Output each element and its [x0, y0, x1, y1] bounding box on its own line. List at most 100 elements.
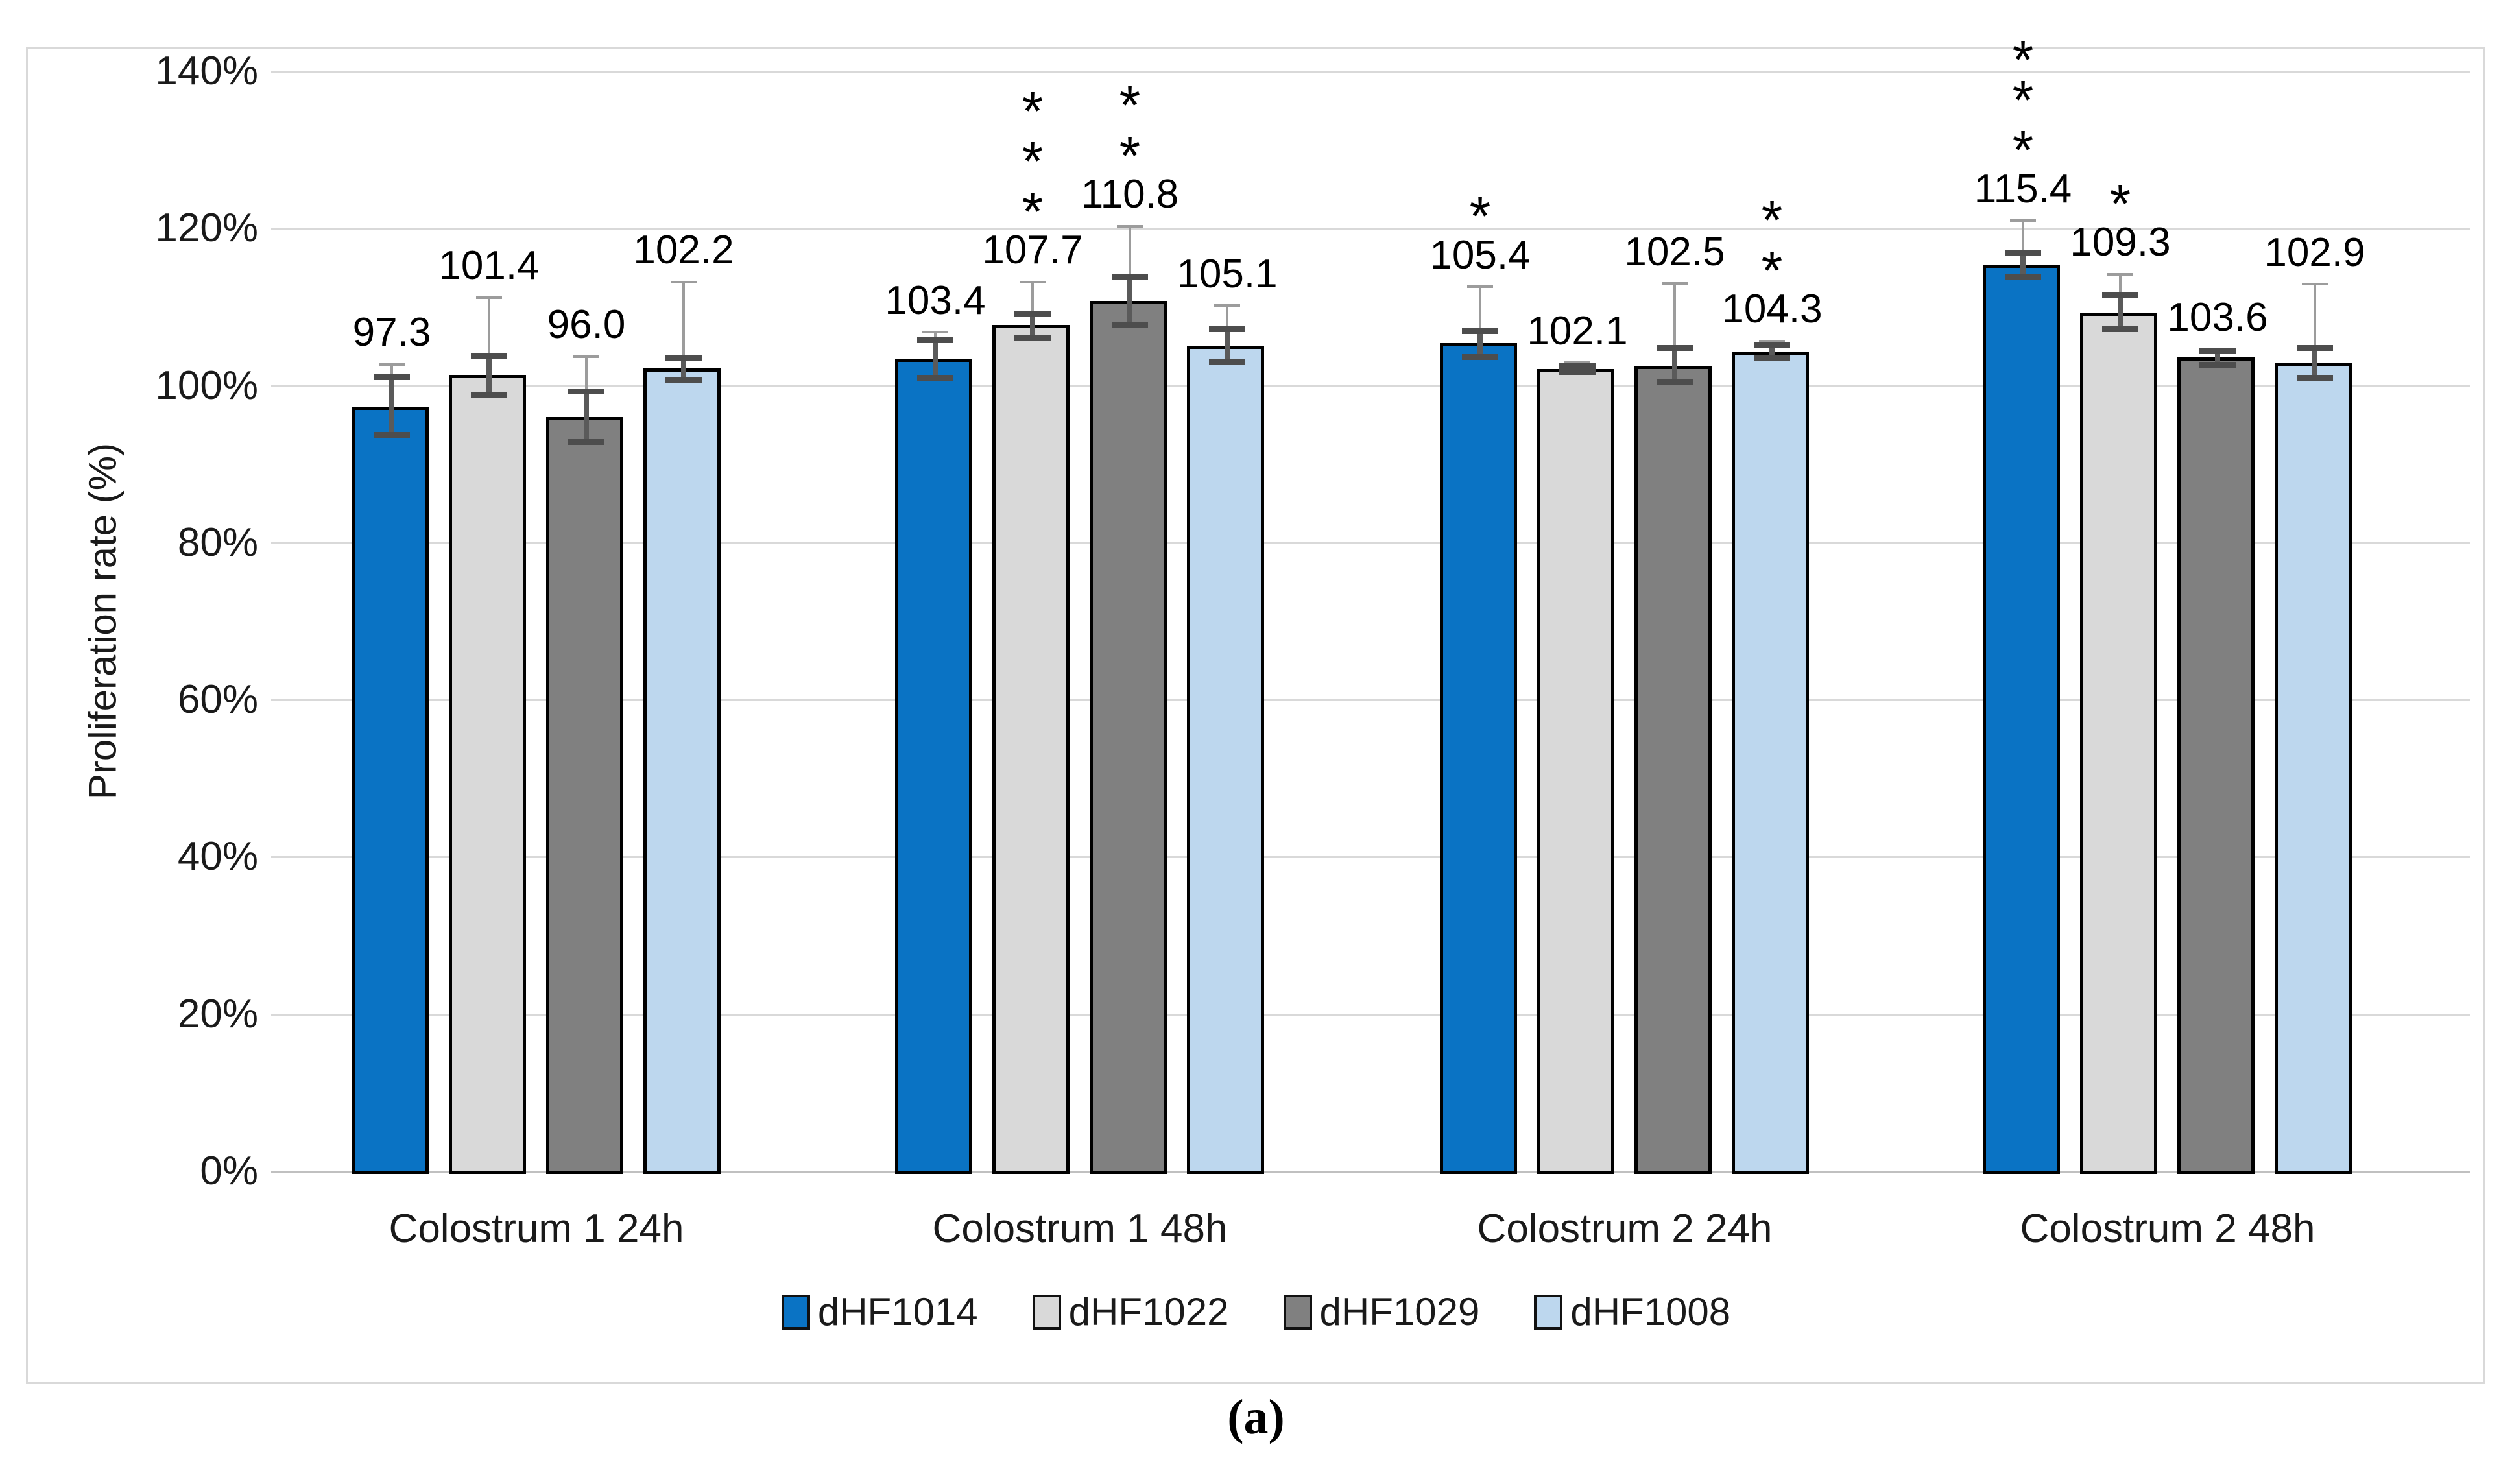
- legend: dHF1014 dHF1022 dHF1029 dHF1008: [0, 1289, 2512, 1334]
- value-label: 102.2: [633, 228, 734, 272]
- value-label: 105.1: [1177, 252, 1278, 296]
- error-whisker-cap: [1467, 285, 1493, 288]
- error-cap-top: [1559, 363, 1596, 369]
- error-cap-top: [2102, 292, 2138, 298]
- legend-swatch-icon: [1283, 1294, 1312, 1330]
- bar-dHF1008-2: [1732, 352, 1809, 1174]
- bar-dHF1022-3: [2080, 313, 2157, 1174]
- significance-star: *: [2109, 173, 2131, 234]
- error-cap-top: [2297, 345, 2333, 351]
- error-cap-top: [471, 353, 507, 359]
- gridline: [271, 71, 2470, 73]
- y-tick-label: 80%: [177, 520, 258, 565]
- error-cap-top: [1209, 326, 1245, 332]
- error-whisker-cap: [573, 355, 599, 358]
- error-cap-bottom: [1559, 369, 1596, 375]
- error-cap-top: [2199, 348, 2236, 354]
- error-cap-top: [1462, 328, 1498, 334]
- error-bar: [2215, 351, 2220, 365]
- y-tick-label: 120%: [155, 206, 258, 250]
- error-cap-bottom: [2005, 274, 2041, 280]
- value-label: 102.5: [1624, 230, 1725, 274]
- legend-item-dHF1022: dHF1022: [1032, 1289, 1229, 1334]
- value-label: 101.4: [438, 243, 540, 288]
- error-whisker: [2022, 221, 2024, 276]
- significance-star: *: [2012, 29, 2034, 90]
- legend-label: dHF1029: [1319, 1290, 1480, 1334]
- error-bar: [933, 340, 938, 377]
- error-cap-bottom: [2102, 326, 2138, 332]
- x-axis-line: [271, 1171, 2470, 1173]
- error-cap-bottom: [1112, 322, 1148, 328]
- error-bar: [2312, 348, 2317, 377]
- bar-dHF1008-3: [2275, 363, 2352, 1174]
- error-whisker: [1031, 282, 1034, 338]
- bar-dHF1008-0: [643, 368, 721, 1174]
- error-whisker-cap: [1214, 304, 1240, 307]
- error-cap-bottom: [374, 432, 410, 438]
- y-tick-label: 40%: [177, 834, 258, 879]
- value-label: 110.8: [1081, 172, 1179, 217]
- gridline: [271, 856, 2470, 858]
- error-cap-bottom: [917, 375, 953, 381]
- error-cap-top: [1014, 311, 1051, 317]
- gridline: [271, 228, 2470, 230]
- bar-dHF1014-1: [895, 359, 972, 1174]
- error-whisker-cap: [379, 363, 405, 366]
- error-bar: [486, 356, 492, 394]
- value-label: 107.7: [982, 228, 1083, 272]
- error-whisker-cap: [922, 331, 948, 333]
- error-cap-bottom: [1754, 355, 1790, 361]
- value-label: 109.3: [2070, 220, 2171, 265]
- error-bar: [1672, 348, 1677, 382]
- significance-star: *: [1022, 80, 1044, 141]
- category-label: Colostrum 2 24h: [1477, 1206, 1773, 1251]
- significance-star: *: [1119, 125, 1141, 186]
- error-bar: [584, 391, 589, 442]
- significance-star: *: [1761, 189, 1783, 250]
- bar-dHF1022-2: [1537, 369, 1614, 1174]
- error-bar: [1769, 345, 1775, 358]
- y-tick-label: 140%: [155, 49, 258, 93]
- legend-label: dHF1014: [817, 1290, 978, 1334]
- y-tick-label: 0%: [200, 1149, 258, 1193]
- error-cap-top: [917, 337, 953, 343]
- error-whisker: [682, 282, 685, 379]
- significance-star: *: [2012, 119, 2034, 180]
- bar-dHF1014-0: [352, 407, 429, 1174]
- legend-swatch-icon: [1032, 1294, 1061, 1330]
- value-label: 102.9: [2264, 230, 2365, 275]
- significance-star: *: [1022, 181, 1044, 242]
- error-cap-bottom: [1014, 335, 1051, 341]
- value-label: 97.3: [352, 310, 431, 355]
- bar-dHF1022-1: [992, 325, 1070, 1174]
- error-bar: [1127, 277, 1132, 324]
- error-cap-top: [665, 355, 702, 361]
- error-cap-bottom: [568, 439, 604, 445]
- error-cap-bottom: [471, 392, 507, 398]
- y-tick-label: 60%: [177, 677, 258, 722]
- significance-star: *: [1119, 75, 1141, 136]
- value-label: 103.4: [885, 278, 986, 323]
- bar-dHF1029-2: [1634, 366, 1712, 1174]
- gridline: [271, 699, 2470, 701]
- error-whisker-cap: [2010, 219, 2036, 222]
- error-whisker-cap: [2107, 273, 2133, 276]
- error-cap-bottom: [1209, 359, 1245, 365]
- error-cap-bottom: [1462, 354, 1498, 360]
- significance-star: *: [2012, 69, 2034, 130]
- significance-star: *: [1022, 130, 1044, 191]
- legend-item-dHF1014: dHF1014: [781, 1289, 978, 1334]
- error-whisker-cap: [1564, 361, 1590, 364]
- category-label: Colostrum 1 24h: [389, 1206, 684, 1251]
- legend-label: dHF1008: [1570, 1290, 1731, 1334]
- gridline: [271, 542, 2470, 544]
- error-whisker: [2314, 284, 2316, 377]
- error-cap-top: [1754, 342, 1790, 348]
- y-tick-label: 100%: [155, 363, 258, 408]
- error-bar: [1030, 313, 1035, 338]
- error-whisker-cap: [1662, 282, 1688, 285]
- value-label: 96.0: [547, 302, 626, 347]
- error-cap-bottom: [2297, 375, 2333, 381]
